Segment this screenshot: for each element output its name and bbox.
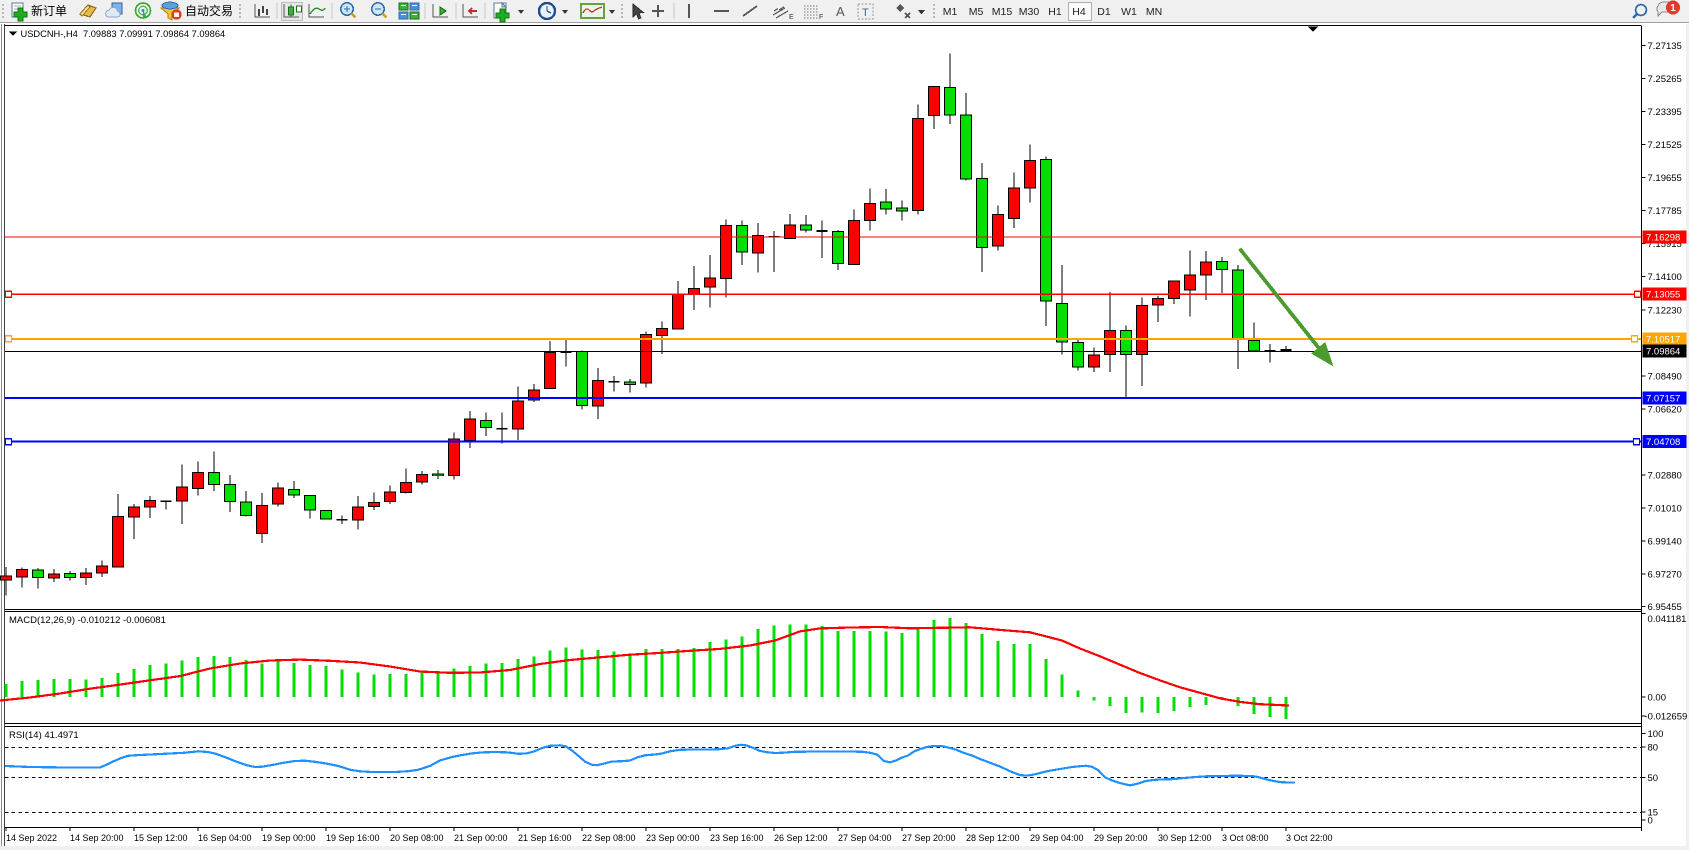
- svg-text:7.02880: 7.02880: [1648, 471, 1682, 482]
- svg-text:7.14100: 7.14100: [1648, 272, 1682, 283]
- svg-text:14 Sep 2022: 14 Sep 2022: [6, 833, 57, 843]
- svg-text:F: F: [819, 14, 823, 21]
- svg-text:23 Sep 00:00: 23 Sep 00:00: [646, 833, 700, 843]
- svg-text:14 Sep 20:00: 14 Sep 20:00: [70, 833, 124, 843]
- svg-text:7.23395: 7.23395: [1648, 107, 1682, 118]
- svg-text:USDCNH-,H4 7.09883 7.09991 7.: USDCNH-,H4 7.09883 7.09991 7.09864 7.098…: [21, 29, 226, 39]
- svg-text:6.95455: 6.95455: [1648, 602, 1682, 613]
- svg-text:23 Sep 16:00: 23 Sep 16:00: [710, 833, 764, 843]
- svg-text:0: 0: [1648, 816, 1653, 827]
- svg-text:1: 1: [1670, 3, 1676, 14]
- svg-text:7.12230: 7.12230: [1648, 305, 1682, 316]
- svg-text:6.99140: 6.99140: [1648, 537, 1682, 548]
- svg-text:7.06620: 7.06620: [1648, 404, 1682, 415]
- svg-text:7.09864: 7.09864: [1646, 347, 1680, 358]
- svg-text:28 Sep 12:00: 28 Sep 12:00: [966, 833, 1020, 843]
- svg-text:MN: MN: [1146, 6, 1162, 18]
- svg-text:H1: H1: [1048, 6, 1062, 18]
- svg-text:29 Sep 04:00: 29 Sep 04:00: [1030, 833, 1084, 843]
- svg-text:30 Sep 12:00: 30 Sep 12:00: [1158, 833, 1212, 843]
- svg-text:27 Sep 20:00: 27 Sep 20:00: [902, 833, 956, 843]
- svg-text:MACD(12,26,9) -0.010212 -0.006: MACD(12,26,9) -0.010212 -0.006081: [9, 615, 166, 626]
- svg-text:20 Sep 08:00: 20 Sep 08:00: [390, 833, 444, 843]
- svg-text:7.16298: 7.16298: [1646, 232, 1680, 243]
- svg-text:E: E: [789, 14, 794, 21]
- svg-text:7.10517: 7.10517: [1646, 334, 1680, 345]
- svg-text:100: 100: [1648, 729, 1664, 740]
- svg-text:T: T: [862, 7, 869, 19]
- svg-text:7.21525: 7.21525: [1648, 140, 1682, 151]
- svg-text:21 Sep 16:00: 21 Sep 16:00: [518, 833, 572, 843]
- svg-text:3 Oct 22:00: 3 Oct 22:00: [1286, 833, 1333, 843]
- svg-text:新订单: 新订单: [31, 3, 67, 18]
- svg-text:22 Sep 08:00: 22 Sep 08:00: [582, 833, 636, 843]
- svg-text:7.19655: 7.19655: [1648, 173, 1682, 184]
- svg-text:50: 50: [1648, 773, 1659, 784]
- svg-text:80: 80: [1648, 743, 1659, 754]
- svg-text:-0.012659: -0.012659: [1645, 712, 1688, 723]
- svg-text:15 Sep 12:00: 15 Sep 12:00: [134, 833, 188, 843]
- svg-text:27 Sep 04:00: 27 Sep 04:00: [838, 833, 892, 843]
- svg-text:0.00: 0.00: [1648, 693, 1667, 704]
- svg-text:RSI(14) 41.4971: RSI(14) 41.4971: [9, 730, 79, 741]
- svg-text:7.27135: 7.27135: [1648, 41, 1682, 52]
- svg-text:7.01010: 7.01010: [1648, 504, 1682, 515]
- svg-text:6.97270: 6.97270: [1648, 570, 1682, 581]
- svg-text:D1: D1: [1097, 6, 1111, 18]
- svg-text:15: 15: [1648, 808, 1659, 819]
- svg-text:16 Sep 04:00: 16 Sep 04:00: [198, 833, 252, 843]
- svg-text:H4: H4: [1072, 6, 1086, 18]
- svg-text:M5: M5: [969, 6, 984, 18]
- svg-text:W1: W1: [1121, 6, 1137, 18]
- svg-text:7.07157: 7.07157: [1646, 394, 1680, 405]
- svg-text:29 Sep 20:00: 29 Sep 20:00: [1094, 833, 1148, 843]
- svg-text:自动交易: 自动交易: [185, 3, 233, 18]
- svg-text:7.17785: 7.17785: [1648, 206, 1682, 217]
- svg-text:7.25265: 7.25265: [1648, 74, 1682, 85]
- svg-text:19 Sep 16:00: 19 Sep 16:00: [326, 833, 380, 843]
- svg-text:0.041181: 0.041181: [1648, 614, 1687, 625]
- svg-text:3 Oct 08:00: 3 Oct 08:00: [1222, 833, 1269, 843]
- svg-text:7.08490: 7.08490: [1648, 371, 1682, 382]
- svg-text:19 Sep 00:00: 19 Sep 00:00: [262, 833, 316, 843]
- svg-text:A: A: [836, 4, 845, 19]
- svg-text:7.04708: 7.04708: [1646, 437, 1680, 448]
- svg-text:7.13055: 7.13055: [1646, 290, 1680, 301]
- svg-text:M1: M1: [943, 6, 958, 18]
- svg-text:7.15915: 7.15915: [1648, 239, 1682, 250]
- svg-text:21 Sep 00:00: 21 Sep 00:00: [454, 833, 508, 843]
- svg-text:M15: M15: [992, 6, 1013, 18]
- svg-text:M30: M30: [1019, 6, 1040, 18]
- svg-text:26 Sep 12:00: 26 Sep 12:00: [774, 833, 828, 843]
